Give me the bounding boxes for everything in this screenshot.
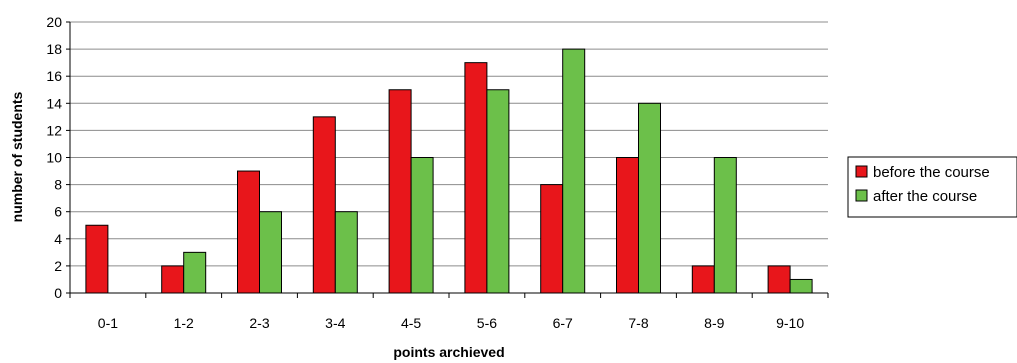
bar-after-5-6	[486, 89, 510, 294]
y-tick-label: 20	[46, 14, 62, 30]
legend-frame	[847, 156, 1017, 218]
y-tick-label: 18	[46, 41, 62, 57]
y-tick-label: 14	[46, 95, 62, 111]
bar-after-6-7	[562, 48, 586, 294]
bar-before-6-7	[540, 184, 564, 294]
x-tick-label: 6-7	[553, 315, 573, 331]
legend-label-before: before the course	[873, 164, 990, 181]
bar-before-2-3	[237, 170, 260, 294]
bar-before-0-1	[85, 224, 109, 294]
bar-after-9-10	[789, 278, 813, 294]
y-tick-labels: 0 2 4 6 8 10 12 14 16 18 20	[46, 14, 62, 301]
x-axis-title: points archieved	[393, 344, 504, 360]
bar-after-8-9	[713, 157, 737, 294]
y-tick-label: 2	[54, 258, 62, 274]
x-tick-label: 0-1	[98, 315, 118, 331]
bar-before-9-10	[767, 265, 791, 294]
bar-after-7-8	[638, 102, 661, 294]
y-tick-label: 16	[46, 68, 62, 84]
y-tick-label: 6	[54, 204, 62, 220]
x-tick-label: 7-8	[628, 315, 648, 331]
x-tick-label: 5-6	[477, 315, 497, 331]
y-tick-label: 8	[54, 177, 62, 193]
gridlines	[70, 21, 828, 267]
x-tick-label: 1-2	[174, 315, 194, 331]
bar-before-7-8	[616, 157, 639, 294]
x-tick-label: 3-4	[325, 315, 345, 331]
y-tick-label: 4	[54, 231, 62, 247]
bar-after-3-4	[334, 211, 358, 294]
bar-after-2-3	[259, 211, 282, 294]
x-tick-label: 8-9	[704, 315, 724, 331]
legend-swatch-before	[855, 165, 868, 178]
bar-before-3-4	[312, 116, 336, 294]
y-axis-title: number of students	[9, 91, 25, 222]
legend: before the course after the course	[847, 156, 1017, 218]
x-tick-label: 4-5	[401, 315, 421, 331]
y-tick-label: 0	[54, 285, 62, 301]
legend-label-after: after the course	[873, 188, 977, 205]
bar-before-1-2	[161, 265, 185, 294]
bar-before-5-6	[464, 62, 488, 294]
x-tick-label: 9-10	[776, 315, 804, 331]
bar-before-4-5	[388, 89, 412, 294]
bars	[85, 48, 813, 294]
bar-after-4-5	[410, 157, 434, 294]
y-tick-label: 12	[46, 122, 62, 138]
x-tick-labels: 0-1 1-2 2-3 3-4 4-5 5-6 6-7 7-8 8-9 9-10	[98, 315, 805, 331]
axes	[66, 21, 829, 298]
y-tick-label: 10	[46, 150, 62, 166]
x-tick-label: 2-3	[249, 315, 269, 331]
bar-after-1-2	[183, 251, 207, 294]
legend-swatch-after	[855, 189, 868, 202]
bar-before-8-9	[691, 265, 715, 294]
